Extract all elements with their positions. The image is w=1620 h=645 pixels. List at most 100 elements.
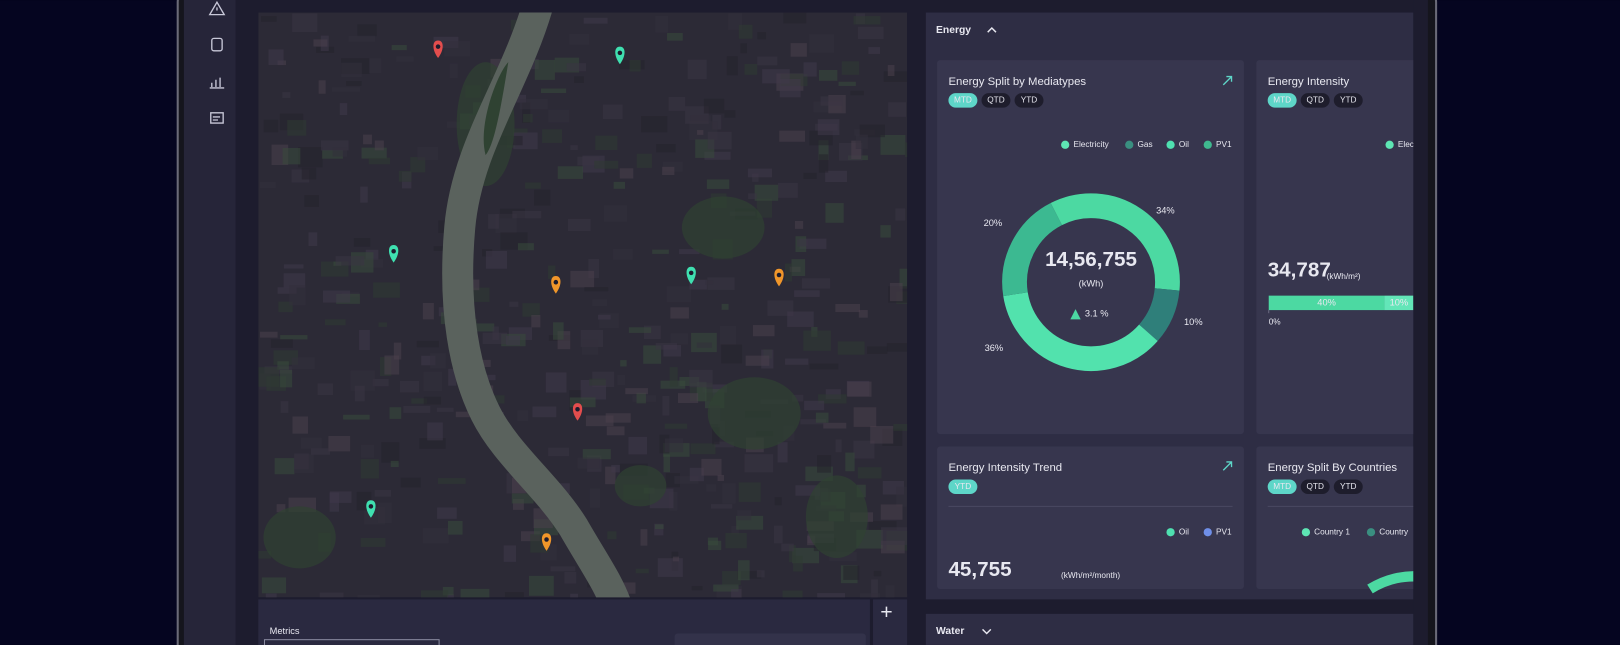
period-tab[interactable] [1333,479,1363,495]
period-tab[interactable] [1333,93,1363,108]
map-texture [713,584,739,592]
period-tab-label[interactable]: MTD [954,96,972,105]
period-tab-label[interactable]: YTD [1340,96,1357,105]
map-texture [851,140,862,160]
map-texture [738,560,750,581]
map-texture [716,586,742,598]
period-tab[interactable] [1300,93,1330,108]
map-texture [652,249,669,254]
map-texture [328,436,351,452]
map-texture [707,131,732,150]
period-tab-label[interactable]: YTD [955,482,972,491]
map-texture [870,425,894,444]
period-tab-label[interactable]: QTD [987,96,1004,105]
map-texture [845,452,855,472]
map-texture [310,448,331,455]
expand-chevron[interactable] [982,628,992,635]
map-texture [548,447,570,457]
map-texture [747,168,772,178]
donut-center-unit: (kWh) [1079,279,1104,289]
map-pin[interactable] [615,46,625,65]
map-texture [595,135,618,151]
map-texture [853,16,881,25]
period-tab[interactable] [1014,93,1044,108]
period-tab[interactable] [1267,93,1297,108]
legend-label: Oil [1179,140,1189,149]
map-texture [363,134,372,145]
map-texture [597,314,611,320]
period-tab-label[interactable]: QTD [1307,96,1324,105]
expand-arrow[interactable] [1222,461,1233,471]
map-texture [581,339,599,355]
map-texture [389,407,402,419]
map-texture [800,419,826,425]
map-texture [368,157,391,165]
map-pin[interactable] [366,500,376,518]
pin-body [541,533,552,551]
map-texture [785,358,809,365]
map-texture [374,489,392,497]
sidebar-icon[interactable] [209,77,225,89]
legend-label: PV1 [1216,140,1232,149]
icon-warning [208,0,226,16]
map-texture [708,540,722,551]
map-texture [512,498,524,510]
zoom-column [873,599,908,645]
map-pin[interactable] [551,276,561,294]
period-tab[interactable] [1267,479,1297,495]
card [1256,446,1414,590]
change-value: 3.1 % [1085,309,1109,319]
map-texture [329,491,352,503]
period-tab[interactable] [948,479,978,495]
period-tab-label[interactable]: YTD [1340,482,1357,491]
map-texture [384,355,400,375]
period-tab-label[interactable]: QTD [1307,482,1324,491]
map-texture [495,213,517,234]
map-pin[interactable] [433,40,443,59]
map-texture [853,440,875,459]
kpi-unit: (kWh/m²) [1327,272,1361,281]
map-texture [889,282,903,302]
map-texture [880,225,891,238]
sidebar-icon[interactable] [208,0,226,16]
map-texture [784,263,793,282]
map-park [263,506,336,569]
map-pin[interactable] [572,403,583,421]
map-texture [794,221,804,229]
map-texture [656,144,676,153]
metrics-dropdown[interactable] [674,633,866,645]
collapse-chevron[interactable] [987,27,997,33]
pin-dot [575,407,580,412]
map-texture [691,585,703,591]
map-texture [569,33,590,45]
map-pin[interactable] [774,268,784,287]
map-texture [360,444,375,458]
map-pin[interactable] [388,245,399,263]
sidebar-icon[interactable] [210,112,224,124]
zoom-in-button[interactable] [881,606,892,617]
map-texture [354,385,365,402]
map-texture [762,69,790,84]
legend-dot [1385,140,1394,149]
expand-arrow[interactable] [1222,75,1233,86]
map-texture [357,24,377,37]
map-texture [519,98,548,110]
period-tab[interactable] [981,93,1011,108]
map-texture [265,593,277,598]
map-texture [280,401,289,413]
period-tab-label[interactable]: YTD [1021,96,1038,105]
sidebar-icon[interactable] [211,37,223,52]
period-tab[interactable] [948,93,978,108]
map-texture [887,65,895,76]
map-park [707,377,801,450]
map-texture [268,49,284,65]
period-tab-label[interactable]: MTD [1273,96,1291,105]
period-tab[interactable] [1300,479,1330,495]
map-texture [421,355,436,366]
map-texture [883,71,908,82]
period-tab-label[interactable]: MTD [1273,482,1291,491]
map-pin[interactable] [541,533,552,551]
map-texture [313,39,328,47]
map-texture [807,535,816,546]
map-pin[interactable] [686,266,696,285]
